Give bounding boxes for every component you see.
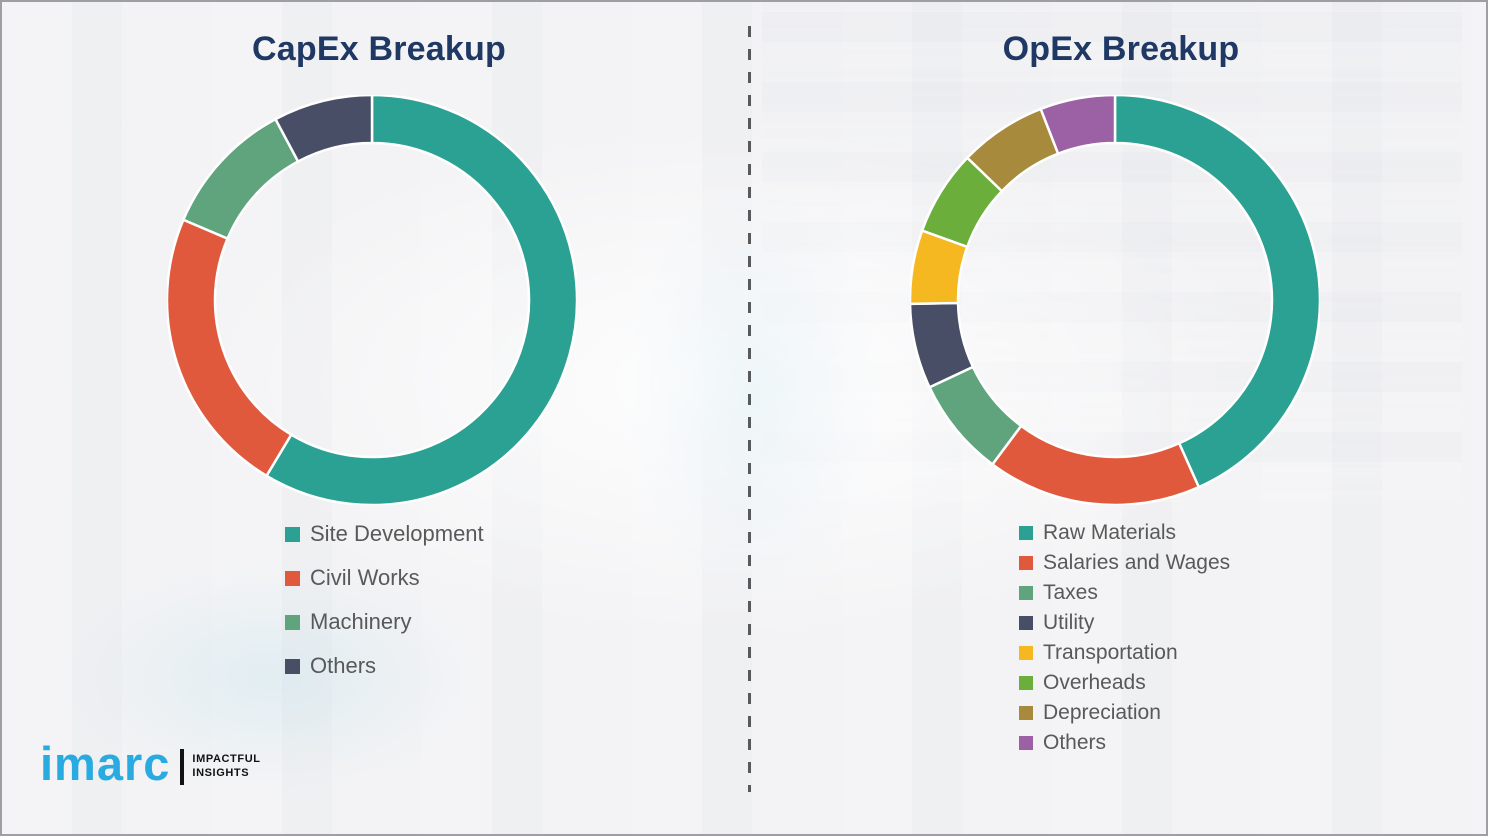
legend-item-others: Others [285,644,484,688]
donut-segment-salaries-and-wages [990,424,1201,507]
donut-segment-raw-materials [1113,93,1322,489]
imarc-logo-text: imarc [40,737,171,790]
capex-chart-title: CapEx Breakup [252,30,506,68]
legend-label: Depreciation [1043,701,1161,724]
legend-item-civil-works: Civil Works [285,556,484,600]
opex-legend: Raw Materials Salaries and Wages Taxes Util… [1019,518,1230,758]
legend-label: Taxes [1043,581,1098,604]
legend-label: Raw Materials [1043,521,1177,544]
legend-swatch-civil-works [285,570,300,586]
opex-donut-svg [908,93,1322,507]
legend-item-salaries-and-wages: Salaries and Wages [1019,548,1230,578]
legend-item-taxes: Taxes [1019,578,1230,608]
legend-swatch-utility [1019,616,1033,630]
legend-item-utility: Utility [1019,608,1230,638]
tagline-line2: INSIGHTS [192,766,250,779]
legend-item-raw-materials: Raw Materials [1019,518,1230,548]
donut-segment-civil-works [165,218,293,478]
opex-donut-chart [908,93,1322,507]
imarc-logo: imarc IMPACTFUL INSIGHTS [40,740,261,787]
capex-legend: Site Development Civil Works Machinery Othe… [285,512,484,688]
legend-swatch-transportation [1019,646,1033,660]
dashed-divider [748,26,751,792]
legend-swatch-others [1019,736,1033,750]
legend-label: Utility [1043,611,1095,634]
legend-label: Site Development [310,521,484,546]
donut-segment-others [1039,93,1117,156]
legend-label: Transportation [1043,641,1178,664]
donut-segment-machinery [181,117,300,241]
legend-label: Others [1043,731,1107,754]
legend-swatch-others [285,658,300,674]
legend-swatch-depreciation [1019,706,1033,720]
imarc-tagline: IMPACTFUL INSIGHTS [192,753,260,781]
opex-chart-title: OpEx Breakup [1002,30,1240,68]
legend-swatch-salaries-and-wages [1019,556,1033,570]
legend-item-site-development: Site Development [285,512,484,556]
legend-item-transportation: Transportation [1019,638,1230,668]
legend-swatch-site-development [285,526,300,542]
legend-label: Machinery [310,609,412,634]
legend-item-depreciation: Depreciation [1019,698,1230,728]
capex-donut-svg [165,93,579,507]
capex-donut-chart [165,93,579,507]
legend-swatch-raw-materials [1019,526,1033,540]
legend-swatch-machinery [285,614,300,630]
legend-swatch-taxes [1019,586,1033,600]
tagline-line1: IMPACTFUL [192,752,261,765]
legend-label: Others [310,653,377,678]
legend-label: Civil Works [310,565,420,590]
legend-item-others: Others [1019,728,1230,758]
legend-item-overheads: Overheads [1019,668,1230,698]
donut-segment-site-development [264,93,579,507]
logo-separator-bar [180,748,185,785]
legend-label: Salaries and Wages [1043,551,1231,574]
donut-segment-others [273,93,374,164]
background-watermark [622,182,882,602]
legend-item-machinery: Machinery [285,600,484,644]
legend-swatch-overheads [1019,676,1033,690]
legend-label: Overheads [1043,671,1146,694]
